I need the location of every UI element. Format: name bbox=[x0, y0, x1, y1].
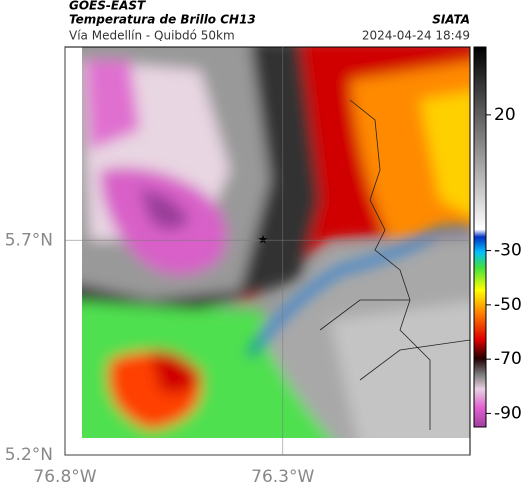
product: Temperatura de Brillo CH13 bbox=[69, 13, 256, 27]
colorbar-tick-label: -70 bbox=[494, 349, 522, 369]
satellite-image: ★ bbox=[82, 47, 470, 438]
datetime: 2024-04-24 18:49 bbox=[362, 29, 470, 43]
colorbar-tick-label: -50 bbox=[494, 295, 522, 315]
colorbar bbox=[473, 46, 487, 428]
y-tick-label: 5.7°N bbox=[5, 230, 53, 250]
colorbar-tick-label: 20 bbox=[494, 105, 516, 125]
y-tick-label: 5.2°N bbox=[5, 445, 53, 465]
x-tick-label: 76.8°W bbox=[33, 467, 96, 487]
colorbar-tick-label: -90 bbox=[494, 403, 522, 423]
city-marker: ★ bbox=[258, 233, 269, 247]
place: Vía Medellín - Quibdó 50km bbox=[69, 29, 235, 43]
agency: SIATA bbox=[432, 13, 470, 27]
colorbar-tick-label: -30 bbox=[494, 241, 522, 261]
source: GOES-EAST bbox=[69, 0, 146, 13]
x-tick-label: 76.3°W bbox=[251, 467, 314, 487]
